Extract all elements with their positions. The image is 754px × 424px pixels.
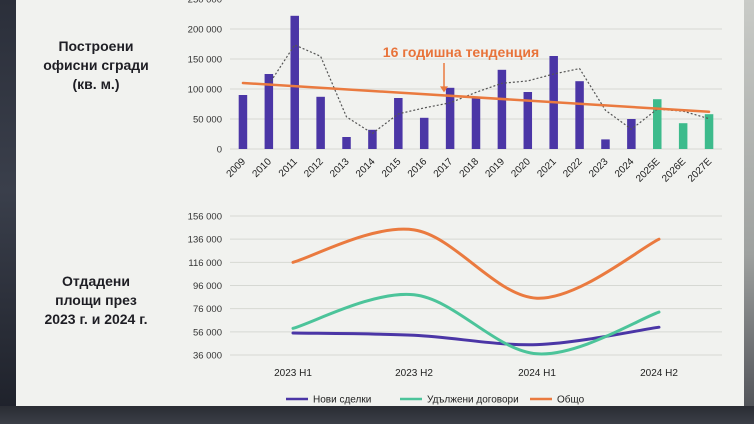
top-y-tick-label: 50 000 — [193, 115, 222, 126]
bottom-y-tick-label: 136 000 — [188, 235, 222, 246]
top-bar — [394, 98, 403, 149]
top-x-tick-label: 2025E — [634, 156, 662, 184]
top-x-tick-label: 2021 — [535, 156, 559, 180]
top-x-tick-label: 2015 — [380, 156, 404, 180]
slide-panel — [16, 0, 744, 406]
bottom-x-tick-label: 2024 H2 — [640, 368, 678, 379]
top-bar — [342, 137, 351, 149]
top-x-tick-label: 2020 — [509, 156, 533, 180]
bottom-y-tick-label: 116 000 — [188, 258, 222, 269]
top-x-tick-label: 2014 — [354, 156, 378, 180]
top-trend-arrow-head — [440, 86, 448, 93]
top-bar — [316, 96, 325, 149]
bottom-x-tick-label: 2024 H1 — [518, 368, 556, 379]
top-bar — [704, 114, 714, 149]
top-x-tick-label: 2012 — [302, 156, 326, 180]
top-bar — [264, 74, 274, 149]
top-bar — [471, 96, 481, 149]
bottom-label-line-2: площи през — [55, 292, 137, 308]
top-x-tick-label: 2022 — [561, 156, 585, 180]
top-y-tick-label: 0 — [217, 145, 222, 156]
bottom-series-line-2 — [291, 227, 661, 300]
top-x-tick-label: 2019 — [484, 156, 508, 180]
top-x-tick-label: 2016 — [406, 156, 430, 180]
bottom-chart-label: Отдадени площи през 2023 г. и 2024 г. — [16, 272, 176, 329]
top-bar — [445, 87, 455, 149]
top-bar — [523, 92, 533, 149]
top-x-tick-label: 2023 — [587, 156, 611, 180]
legend-label: Общо — [557, 394, 585, 406]
top-y-tick-label: 150 000 — [188, 55, 222, 66]
bottom-label-line-1: Отдадени — [62, 273, 130, 289]
bottom-y-tick-label: 76 000 — [193, 304, 222, 315]
top-label-line-2: офисни сгради — [43, 57, 149, 73]
top-bar — [290, 15, 299, 149]
bottom-y-tick-label: 36 000 — [193, 351, 222, 362]
bottom-y-tick-label: 96 000 — [193, 281, 222, 292]
top-x-tick-label: 2018 — [458, 156, 482, 180]
bottom-label-line-3: 2023 г. и 2024 г. — [44, 311, 148, 327]
top-bar — [368, 129, 377, 149]
bottom-y-tick-label: 56 000 — [193, 327, 222, 338]
background-edge-right — [744, 0, 754, 424]
top-x-tick-label: 2026E — [660, 156, 688, 184]
top-x-tick-label: 2011 — [277, 156, 300, 179]
bottom-x-tick-label: 2023 H2 — [395, 368, 433, 379]
background-edge-left — [0, 0, 16, 424]
top-label-line-3: (кв. м.) — [72, 76, 120, 92]
top-x-tick-label: 2009 — [225, 156, 249, 180]
top-chart-label: Построени офисни сгради (кв. м.) — [16, 37, 176, 94]
top-bar — [601, 139, 610, 149]
bottom-x-tick-label: 2023 H1 — [274, 368, 312, 379]
top-trend-label: 16 годишна тенденция — [383, 44, 539, 60]
legend-label: Удължени договори — [427, 395, 519, 406]
legend-label: Нови сделки — [313, 395, 371, 406]
top-bar — [497, 69, 507, 149]
top-bar — [419, 117, 429, 149]
top-bar — [238, 95, 248, 149]
top-x-tick-label: 2013 — [328, 156, 352, 180]
bottom-y-tick-label: 156 000 — [188, 212, 222, 223]
top-y-tick-label: 250 000 — [188, 0, 222, 6]
top-trend-line — [241, 81, 711, 114]
top-bar — [678, 123, 688, 149]
top-x-tick-label: 2024 — [613, 156, 637, 180]
top-x-tick-label: 2010 — [250, 156, 274, 180]
top-label-line-1: Построени — [58, 38, 134, 54]
top-bar — [653, 99, 662, 149]
top-x-tick-label: 2017 — [432, 156, 456, 180]
top-y-tick-label: 100 000 — [188, 85, 222, 96]
background-edge-bottom — [0, 406, 754, 424]
top-y-tick-label: 200 000 — [188, 25, 222, 36]
bottom-series-line-1 — [291, 292, 661, 356]
top-bar — [575, 81, 584, 149]
top-x-tick-label: 2027E — [686, 156, 714, 184]
top-bar — [627, 119, 636, 149]
